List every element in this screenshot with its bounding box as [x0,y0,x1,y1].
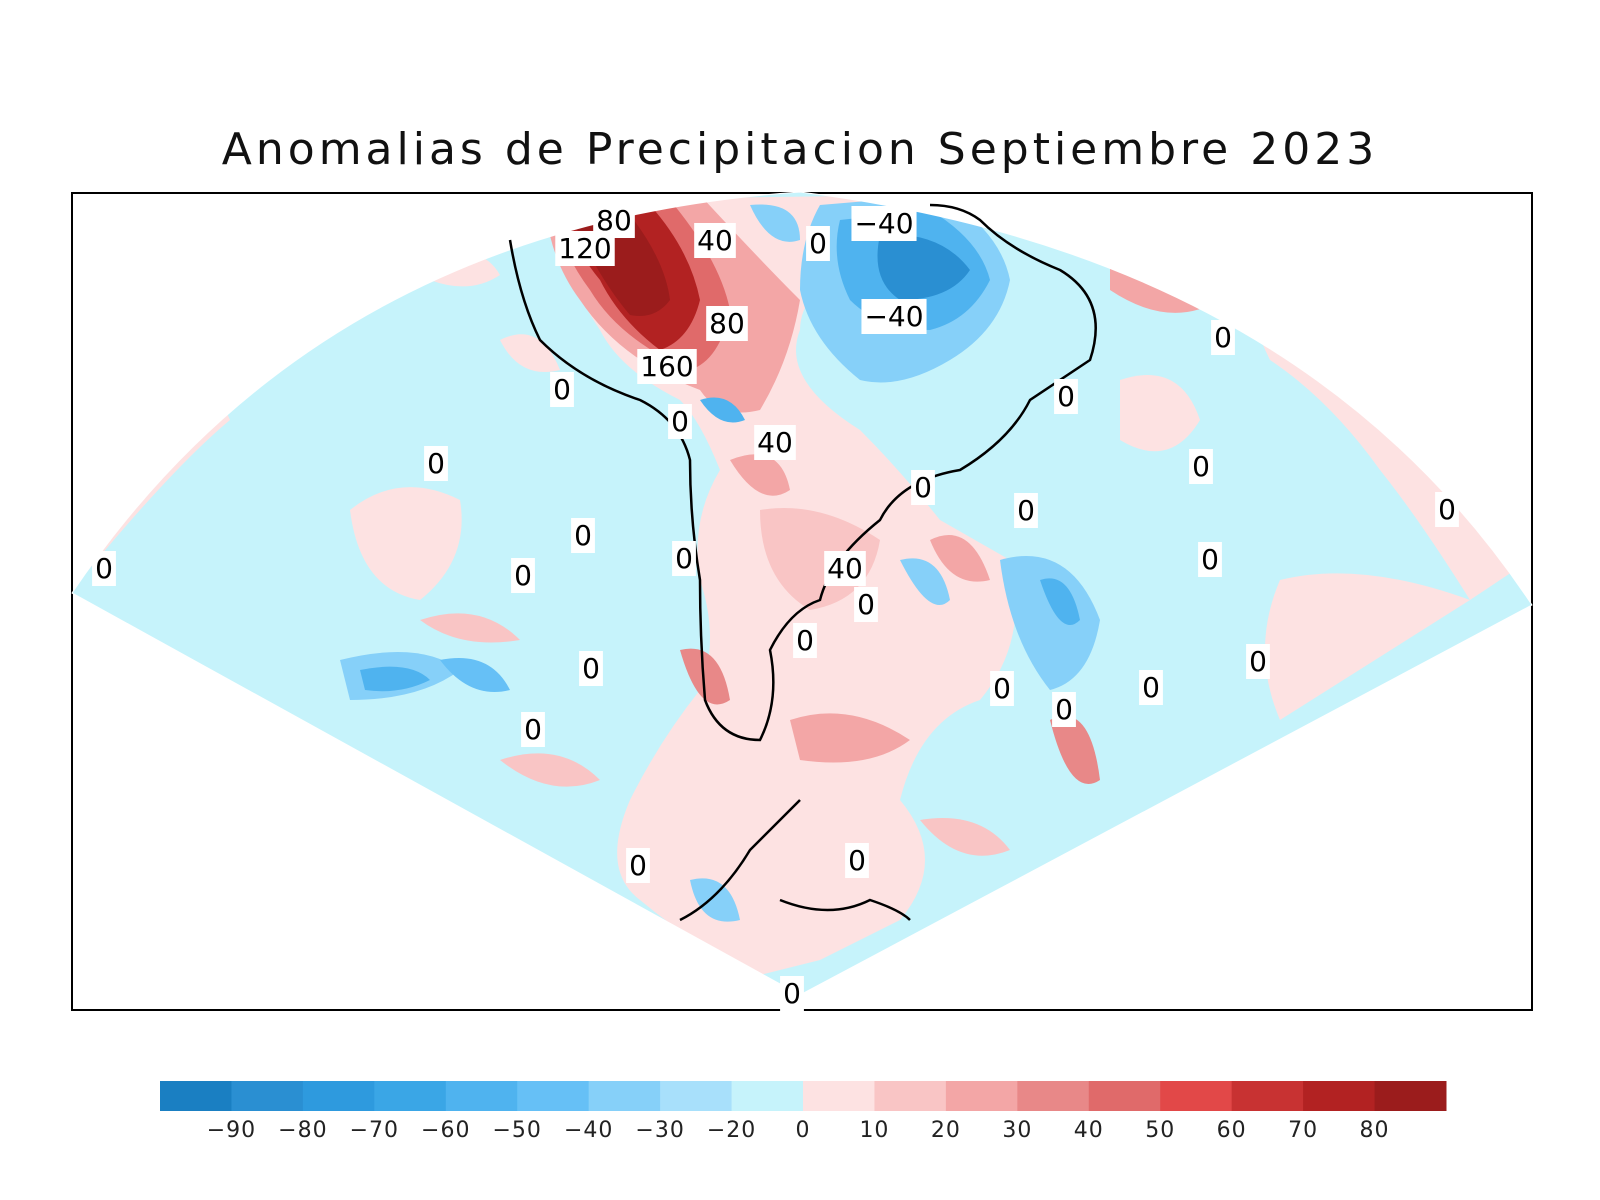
patch-pos-se2 [1050,716,1100,784]
contour-label: 40 [697,224,733,257]
colorbar-swatch [445,1081,518,1111]
contour-label: 0 [553,373,571,406]
contour-label: 0 [1057,380,1075,413]
colorbar-swatch [302,1081,375,1111]
contour-label: 0 [427,447,445,480]
colorbar-tick-label: 0 [796,1118,811,1143]
patch-pos-patagonia [680,648,730,705]
contour-label: 0 [783,977,801,1010]
patch-neg-atlantic1 [1000,556,1100,690]
contour-label: 0 [1214,321,1232,354]
patch-pos-south1 [790,713,910,763]
patch-neg-atlantic2 [1040,578,1080,625]
contour-label: 120 [558,232,611,265]
colorbar-swatch [1231,1081,1304,1111]
coastline-south-america [508,203,1097,742]
colorbar-tick-label: −20 [707,1118,756,1143]
colorbar-swatch [1160,1081,1233,1111]
colorbar-swatch [231,1081,304,1111]
colorbar-swatch [517,1081,590,1111]
colorbar-tick-label: 10 [859,1118,889,1143]
coastlines [508,203,1097,922]
patch-neg-n [750,204,800,242]
contour-label: 0 [848,844,866,877]
contour-label: 0 [524,713,542,746]
contour-label: 0 [1201,543,1219,576]
colorbar-swatch [1303,1081,1376,1111]
colorbar-swatch [731,1081,804,1111]
colorbar-tick-label: −40 [564,1118,613,1143]
colorbar-swatch [1088,1081,1161,1111]
patch-neg-antarctic [690,878,740,922]
patch-pos-central3 [730,454,790,496]
patch-pos-sw2 [500,753,600,787]
colorbar-tick-label: 40 [1074,1118,1104,1143]
colorbar-tick-label: 70 [1288,1118,1318,1143]
coastline-antarctica [679,799,911,922]
contour-label: 0 [796,624,814,657]
contour-label: 0 [582,652,600,685]
map-title: Anomalias de Precipitacion Septiembre 20… [221,124,1379,175]
colorbar-swatch [1374,1081,1447,1111]
patch-neg-pacific2 [360,666,430,692]
patch-pos-central [540,195,1016,975]
contour-label: 0 [809,227,827,260]
patch-pos-se [1265,573,1470,720]
patch-pos-nw2 [500,334,560,372]
contour-label: 0 [574,519,592,552]
colorbar-tick-label: −90 [207,1118,256,1143]
contour-label: 0 [629,849,647,882]
contour-label: 0 [914,471,932,504]
colorbar: −90 −80 −70 −60 −50 −40 −30 −20 0 10 20 30 40 50 60 70 8… [160,1081,1447,1143]
colorbar-tick-label: 50 [1145,1118,1175,1143]
contour-label: 40 [757,426,793,459]
colorbar-swatch [803,1081,875,1111]
patch-neg-atlantic3 [900,558,950,605]
contour-label: 0 [675,542,693,575]
fan-outline [71,191,1533,996]
patch-pos-east2 [1120,375,1200,452]
contour-label: 40 [827,552,863,585]
colorbar-tick-label: −60 [421,1118,470,1143]
contour-label: 0 [1438,493,1456,526]
colorbar-swatch [660,1081,733,1111]
patch-neg-pacific3 [440,658,510,692]
colorbar-swatch [874,1081,947,1111]
colorbar-swatch [374,1081,447,1111]
colorbar-tick-label: −50 [493,1118,542,1143]
contour-label: 0 [1017,494,1035,527]
contour-label: 160 [640,350,693,383]
patch-pos-west [350,487,462,600]
colorbar-swatch [945,1081,1018,1111]
patch-neg-andes [700,397,745,423]
colorbar-tick-label: −30 [635,1118,684,1143]
colorbar-tick-label: 20 [931,1118,961,1143]
contour-label: 0 [671,405,689,438]
contour-label: 0 [993,672,1011,705]
contour-label: 0 [95,552,113,585]
patch-pos-ne [930,535,990,582]
patch-pos-sw [420,613,520,643]
contour-label: 80 [709,307,745,340]
contour-label: 0 [1249,645,1267,678]
colorbar-swatch [1017,1081,1090,1111]
contour-label: −40 [854,207,913,240]
colorbar-swatch [160,1081,232,1111]
contour-label: 0 [1142,671,1160,704]
patch-pos-s [920,818,1010,856]
colorbar-tick-label: −70 [350,1118,399,1143]
colorbar-tick-label: 60 [1217,1118,1247,1143]
colorbar-tick-label: 80 [1360,1118,1390,1143]
patch-neg-brazil3 [877,234,970,300]
colorbar-tick-label: −80 [278,1118,327,1143]
colorbar-tick-label: 30 [1002,1118,1032,1143]
contour-label: 0 [1055,693,1073,726]
colorbar-swatch [588,1081,661,1111]
contour-label: 0 [1192,450,1210,483]
contour-label: 0 [514,559,532,592]
contour-label: −40 [864,300,923,333]
contour-label: 0 [857,588,875,621]
